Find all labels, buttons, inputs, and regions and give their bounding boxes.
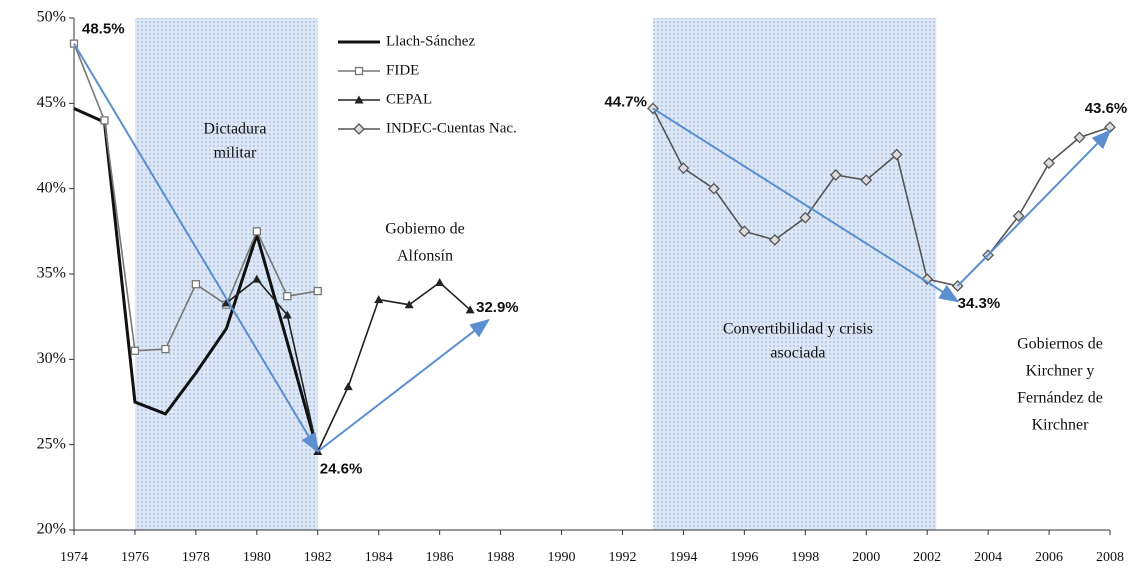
- x-tick-label: 2008: [1096, 550, 1124, 565]
- period-label: Alfonsín: [397, 248, 453, 265]
- x-tick-label: 1994: [669, 550, 697, 565]
- y-tick-label: 30%: [37, 350, 66, 367]
- period-label: Fernández de: [1017, 390, 1103, 407]
- x-tick-label: 1980: [243, 550, 271, 565]
- point: [738, 225, 751, 238]
- point: [100, 116, 109, 125]
- x-tick-label: 1978: [182, 550, 210, 565]
- y-tick-label: 40%: [37, 179, 66, 196]
- point: [404, 300, 414, 309]
- point: [161, 344, 170, 354]
- x-tick-label: 1986: [426, 550, 454, 565]
- point: [1073, 131, 1086, 144]
- y-tick-label: 45%: [37, 94, 66, 111]
- y-tick-label: 25%: [37, 435, 66, 452]
- x-tick-label: 1998: [791, 550, 819, 565]
- x-tick-label: 1974: [60, 550, 88, 565]
- x-tick-label: 1982: [304, 550, 332, 565]
- legend-marker: [353, 123, 365, 135]
- point: [191, 280, 201, 289]
- period-label: Kirchner y: [1026, 363, 1095, 380]
- legend-label: FIDE: [386, 62, 419, 78]
- point: [829, 169, 842, 181]
- x-tick-label: 2000: [852, 550, 880, 565]
- trend-arrow: [956, 129, 1112, 287]
- x-tick-label: 1988: [487, 550, 515, 565]
- point: [707, 182, 720, 195]
- point: [252, 274, 262, 283]
- point: [130, 346, 140, 355]
- value-label: 48.5%: [82, 21, 125, 38]
- trend-arrow: [652, 107, 960, 303]
- y-tick-label: 35%: [37, 265, 66, 282]
- point: [313, 286, 322, 296]
- period-label: Kirchner: [1032, 417, 1090, 434]
- x-tick-label: 1992: [608, 550, 636, 565]
- value-label: 32.9%: [476, 299, 519, 316]
- shaded-period: [652, 18, 937, 530]
- point: [1012, 210, 1025, 222]
- point: [374, 295, 384, 304]
- point: [921, 273, 934, 286]
- value-label: 34.3%: [958, 295, 1001, 312]
- period-label: Gobierno de: [385, 221, 465, 238]
- value-label: 44.7%: [604, 93, 647, 110]
- series-line: [652, 108, 1111, 287]
- period-label: militar: [214, 145, 257, 162]
- point: [890, 148, 903, 161]
- y-tick-label: 20%: [37, 521, 66, 538]
- x-tick-label: 2004: [974, 550, 1002, 565]
- point: [768, 233, 781, 246]
- point: [435, 278, 445, 287]
- x-tick-label: 1976: [121, 550, 149, 565]
- point: [677, 162, 690, 175]
- period-label: Gobiernos de: [1017, 336, 1103, 353]
- trend-arrow: [317, 318, 490, 453]
- point: [343, 382, 353, 391]
- x-tick-label: 2002: [913, 550, 941, 565]
- legend-label: CEPAL: [386, 91, 432, 107]
- point: [860, 174, 873, 187]
- point: [465, 305, 475, 314]
- legend-label: Llach-Sánchez: [386, 33, 475, 49]
- period-label: Convertibilidad y crisis: [723, 321, 873, 338]
- x-tick-label: 1990: [548, 550, 576, 565]
- shaded-period: [134, 18, 318, 530]
- period-label: asociada: [770, 345, 825, 362]
- value-label: 24.6%: [320, 460, 363, 477]
- x-tick-label: 1996: [730, 550, 758, 565]
- period-label: Dictadura: [203, 121, 266, 138]
- x-tick-label: 1984: [365, 550, 393, 565]
- point: [1043, 157, 1055, 169]
- y-tick-label: 50%: [37, 9, 66, 26]
- point: [799, 211, 812, 224]
- point: [221, 298, 231, 307]
- point: [282, 310, 292, 319]
- legend-marker: [354, 66, 364, 76]
- legend-label: INDEC-Cuentas Nac.: [386, 120, 517, 136]
- series-line: [73, 107, 320, 452]
- trend-arrow: [73, 43, 319, 454]
- point: [283, 292, 292, 301]
- x-tick-label: 2006: [1035, 550, 1063, 565]
- value-label: 43.6%: [1085, 100, 1128, 117]
- legend-marker: [354, 95, 364, 104]
- point: [252, 227, 261, 236]
